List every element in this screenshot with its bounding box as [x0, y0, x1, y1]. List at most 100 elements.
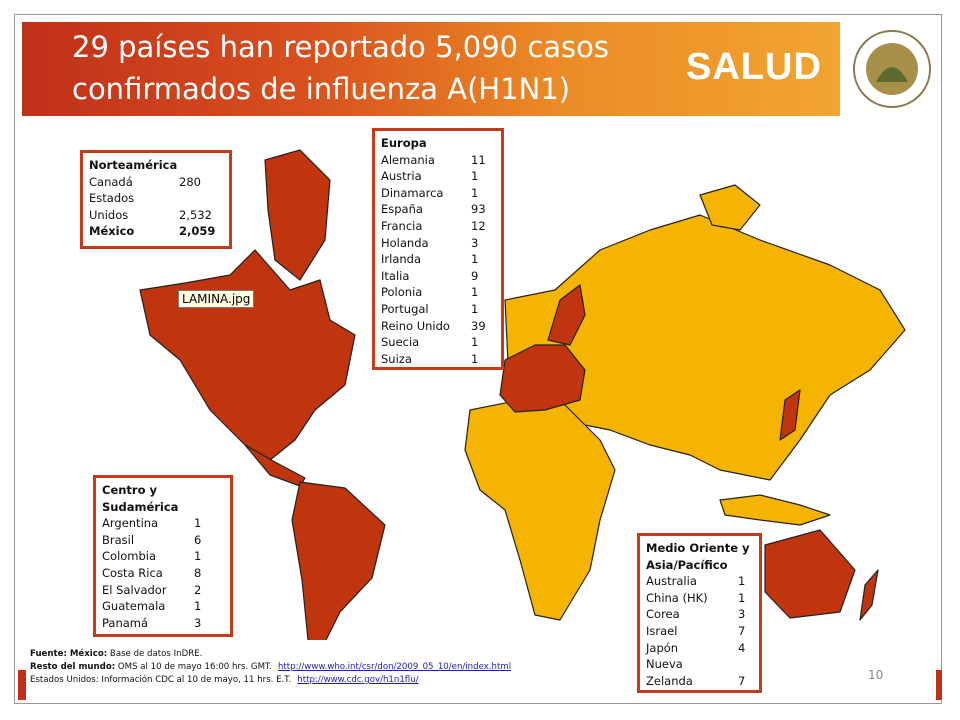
country: España — [381, 202, 423, 217]
europe — [499, 344, 586, 413]
region-row: El Salvador 2 — [102, 582, 224, 599]
region-row: Israel 7 — [646, 623, 753, 640]
footer-label: Resto del mundo: — [30, 662, 116, 672]
footer-link[interactable]: http://www.cdc.gov/h1n1flu/ — [297, 675, 419, 685]
country: Brasil — [102, 532, 135, 547]
logo-text: SALUD — [686, 46, 822, 88]
case-count: 39 — [471, 318, 486, 333]
country: Suecia — [381, 335, 420, 350]
region-row: Brasil 6 — [102, 532, 224, 549]
case-count: 1 — [194, 599, 202, 614]
footer-text: Estados Unidos: Información CDC al 10 de… — [30, 675, 292, 685]
country: Italia — [381, 268, 410, 283]
footer-link[interactable]: http://www.who.int/csr/don/2009_05_10/en… — [277, 662, 512, 672]
header-band — [22, 22, 840, 116]
region-row: Italia 9 — [381, 268, 495, 285]
country: Estados Unidos — [89, 191, 135, 222]
country: China (HK) — [646, 590, 708, 605]
case-count: 9 — [471, 268, 479, 283]
case-count: 1 — [471, 351, 479, 366]
region-row: Irlanda 1 — [381, 251, 495, 268]
country: Polonia — [381, 285, 423, 300]
page-number: 10 — [868, 668, 884, 682]
region-box: Centro y Sudamérica Argentina 1 Brasil 6 Colo… — [93, 475, 233, 637]
case-count: 3 — [738, 607, 746, 622]
case-count: 1 — [738, 574, 746, 589]
region-row: Australia 1 — [646, 573, 753, 590]
region-row: México 2,059 — [89, 223, 223, 240]
country: Corea — [646, 607, 680, 622]
country: Costa Rica — [102, 565, 163, 580]
region-row: China (HK) 1 — [646, 590, 753, 607]
australia — [764, 529, 856, 619]
country: Irlanda — [381, 252, 421, 267]
region-row: Suecia 1 — [381, 334, 495, 351]
country: Suiza — [381, 351, 412, 366]
region-row: Panamá 3 — [102, 615, 224, 632]
frame — [14, 14, 942, 704]
region-row: Corea 3 — [646, 606, 753, 623]
country: Argentina — [102, 516, 159, 531]
case-count: 12 — [471, 218, 486, 233]
case-count: 2,532 — [179, 207, 212, 222]
footer-text: Base de datos InDRE. — [109, 649, 203, 659]
region-row: Suiza 1 — [381, 351, 495, 368]
footer-text: OMS al 10 de mayo 16:00 hrs. GMT. — [117, 662, 272, 672]
region-row: Nueva Zelanda 7 — [646, 656, 753, 689]
case-count: 1 — [471, 169, 479, 184]
greenland — [699, 184, 761, 231]
case-count: 11 — [471, 152, 486, 167]
japan — [779, 389, 801, 441]
footer-line: Fuente: México: Base de datos InDRE. — [30, 648, 511, 661]
case-count: 1 — [471, 301, 479, 316]
case-count: 1 — [471, 252, 479, 267]
country: El Salvador — [102, 582, 167, 597]
country: Australia — [646, 574, 697, 589]
case-count: 280 — [179, 174, 201, 189]
case-count: 4 — [738, 640, 746, 655]
region-title: Centro y Sudamérica — [102, 483, 179, 514]
region-row: Guatemala 1 — [102, 598, 224, 615]
case-count: 2,059 — [179, 224, 216, 239]
region-row: Dinamarca 1 — [381, 185, 495, 202]
region-title: Medio Oriente y Asia/Pacífico — [646, 541, 750, 572]
country: México — [89, 224, 135, 239]
title: 29 países han reportado 5,090 casos conf… — [72, 26, 609, 110]
case-count: 7 — [738, 673, 746, 688]
case-count: 1 — [738, 590, 746, 605]
region-row: Estados Unidos 2,532 — [89, 190, 223, 223]
scandinavia — [547, 284, 586, 346]
title-line: 29 países han reportado 5,090 casos — [72, 30, 610, 64]
country: Colombia — [102, 549, 157, 564]
new-zealand — [859, 569, 879, 621]
north-america — [139, 249, 356, 461]
region-box: Medio Oriente y Asia/Pacífico Australia 1 C… — [637, 533, 762, 693]
country: Francia — [381, 218, 423, 233]
region-row: Japón 4 — [646, 640, 753, 657]
country: Guatemala — [102, 599, 166, 614]
country: Dinamarca — [381, 185, 444, 200]
case-count: 93 — [471, 202, 486, 217]
case-count: 1 — [471, 185, 479, 200]
indonesia — [719, 494, 831, 526]
region-row: España 93 — [381, 201, 495, 218]
emblem — [846, 22, 938, 116]
tooltip: LAMINA.jpg — [178, 290, 255, 308]
case-count: 6 — [194, 532, 202, 547]
region-row: Francia 12 — [381, 218, 495, 235]
footer-area — [26, 640, 936, 700]
footer: Fuente: México: Base de datos InDRE. Rest… — [30, 648, 511, 687]
region-row: Holanda 3 — [381, 235, 495, 252]
case-count: 1 — [194, 549, 202, 564]
case-count: 1 — [471, 285, 479, 300]
country: Reino Unido — [381, 318, 450, 333]
country: Canadá — [89, 174, 133, 189]
africa — [464, 399, 616, 621]
country: Holanda — [381, 235, 429, 250]
case-count: 8 — [194, 565, 202, 580]
eurasia — [504, 214, 906, 481]
footer-line: Estados Unidos: Información CDC al 10 de… — [30, 674, 511, 687]
region-box: Norteamérica Canadá 280 Estados Unidos 2,532… — [80, 150, 232, 249]
arctic-islands — [264, 149, 331, 281]
